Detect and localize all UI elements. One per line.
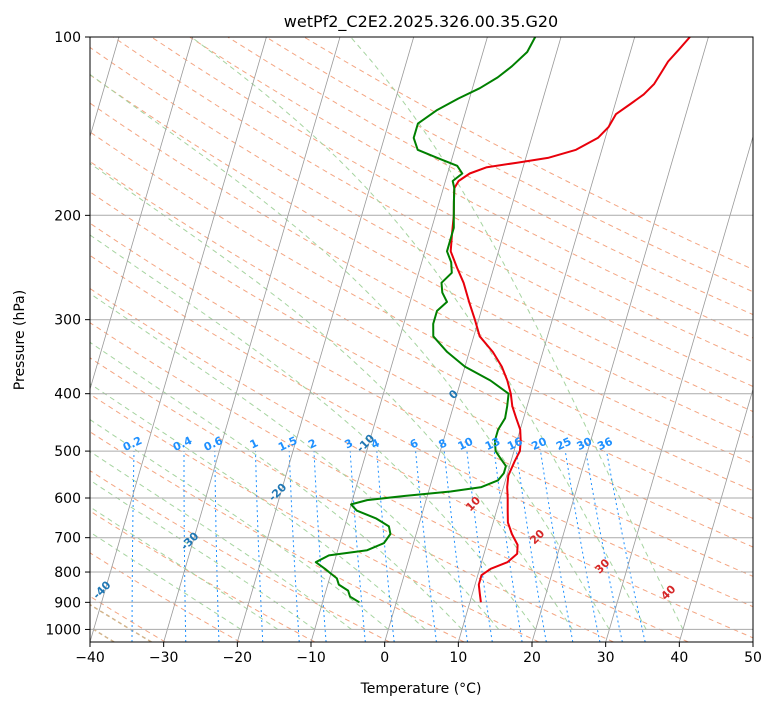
dry-adiabat [227, 37, 753, 316]
dry-adiabat [90, 393, 540, 642]
mixing-ratio-line [606, 451, 646, 642]
y-tick-label: 100 [54, 30, 81, 46]
x-tick-label: 20 [523, 650, 541, 666]
dry-adiabat [90, 470, 390, 642]
moist-adiabat [90, 73, 610, 630]
x-tick-label: 0 [380, 650, 389, 666]
y-axis-label: Pressure (hPa) [12, 290, 28, 390]
y-tick-label: 1000 [45, 622, 81, 638]
y-tick-label: 200 [54, 208, 81, 224]
temperature-line [449, 37, 691, 603]
isotherm [752, 640, 753, 642]
x-tick-label: −30 [149, 650, 179, 666]
y-tick-label: 700 [54, 531, 81, 547]
dry-adiabat [90, 431, 465, 642]
x-axis-label: Temperature (°C) [360, 681, 482, 697]
y-tick-label: 300 [54, 313, 81, 329]
moist-adiabat [90, 450, 352, 630]
moist-adiabat [350, 37, 684, 630]
mixing-ratio-label: 36 [595, 435, 615, 453]
plot-frame [89, 36, 754, 643]
y-tick-label: 800 [54, 565, 81, 581]
mixing-ratio-label: 13 [483, 435, 502, 453]
y-tick-label: 500 [54, 444, 81, 460]
dry-adiabat [90, 74, 753, 438]
dry-adiabat [90, 595, 166, 642]
x-tick-label: −10 [296, 650, 326, 666]
dry-adiabat [90, 322, 689, 642]
mixing-ratio-label: 25 [554, 435, 573, 453]
isotherm [457, 37, 636, 642]
dewpoint-line [314, 37, 537, 604]
mixing-ratio-line [82, 451, 87, 642]
isotherm [90, 37, 267, 642]
mixing-ratio-label: 20 [529, 435, 549, 453]
dry-adiabat [112, 37, 753, 387]
y-tick-label: 900 [54, 595, 81, 611]
x-axis: −40 −30 −20 −10 0 10 20 30 40 50 [75, 642, 762, 666]
x-tick-label: 50 [744, 650, 762, 666]
y-tick-label: 400 [54, 387, 81, 403]
dry-adiabat [151, 37, 753, 363]
isotherm [678, 387, 753, 642]
isotherm [90, 37, 194, 391]
isotherm [163, 37, 341, 642]
moist-adiabat [90, 234, 537, 630]
profiles [314, 37, 691, 604]
moist-adiabat [90, 162, 573, 630]
dry-adiabat [90, 357, 614, 642]
mixing-ratio-label: 10 [456, 435, 476, 453]
plot-background [90, 37, 753, 642]
isotherm [310, 37, 488, 642]
isotherm [531, 37, 709, 642]
moist-adiabat [90, 419, 389, 630]
moist-adiabat [90, 506, 279, 630]
mixing-ratio-line [585, 451, 623, 642]
x-tick-label: −20 [223, 650, 253, 666]
mixing-ratio-label: 16 [505, 435, 525, 453]
dry-adiabat [90, 254, 753, 608]
dry-adiabat [90, 131, 753, 492]
moist-adiabat [90, 292, 500, 630]
moist-adiabat [90, 341, 463, 630]
chart-title: wetPf2_C2E2.2025.326.00.35.G20 [284, 12, 558, 32]
isotherm [384, 37, 562, 642]
isotherm [236, 37, 415, 642]
dry-adiabat [90, 222, 753, 577]
background-lines [82, 37, 753, 642]
x-tick-label: 10 [449, 650, 467, 666]
y-axis: 100 200 300 400 500 600 700 800 900 1000 [45, 30, 90, 638]
moist-adiabat [90, 479, 315, 630]
x-tick-label: −40 [75, 650, 105, 666]
grid-lines [90, 37, 753, 642]
dry-adiabat [90, 191, 753, 548]
moist-adiabat [191, 37, 647, 630]
x-tick-label: 30 [597, 650, 615, 666]
x-tick-label: 40 [670, 650, 688, 666]
mixing-ratio-line [564, 451, 601, 642]
mixing-ratio-label: 30 [575, 435, 595, 453]
y-tick-label: 600 [54, 491, 81, 507]
dry-adiabat [90, 552, 241, 642]
